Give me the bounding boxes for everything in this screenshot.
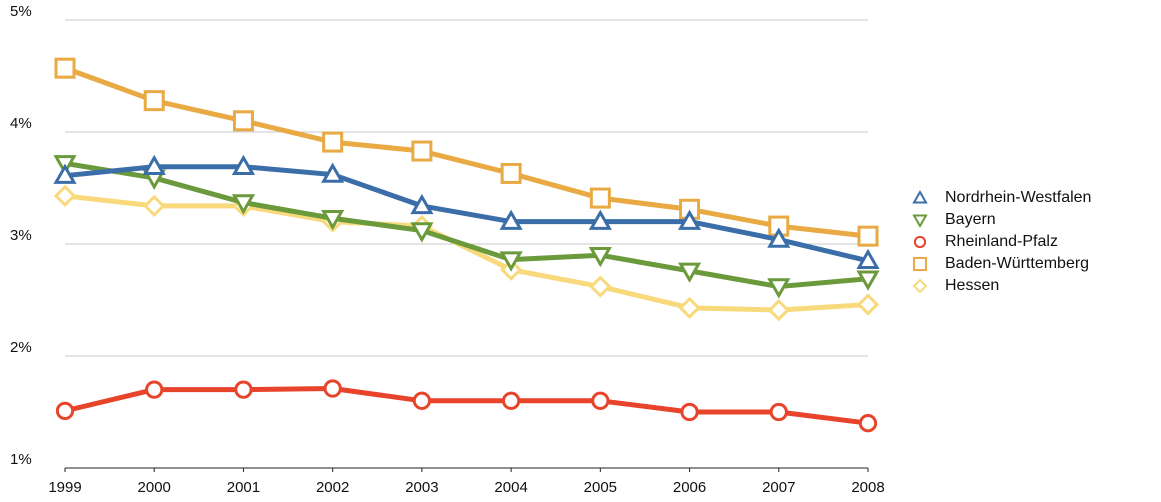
marker: [232, 110, 254, 132]
marker: [55, 401, 75, 421]
marker: [145, 380, 164, 399]
marker: [410, 193, 434, 215]
marker: [588, 246, 612, 268]
legend-marker: [913, 235, 927, 249]
marker: [322, 131, 344, 153]
marker: [231, 154, 256, 175]
legend-marker: [912, 189, 928, 204]
series-line: [64, 65, 869, 239]
series-line: [64, 385, 869, 426]
marker: [767, 298, 790, 322]
marker: [321, 162, 345, 183]
marker: [857, 225, 879, 247]
x-tick-label: 2008: [851, 479, 884, 496]
y-tick-label: 2%: [10, 339, 32, 356]
marker: [54, 57, 76, 79]
marker: [501, 391, 521, 410]
marker: [678, 296, 701, 319]
legend-marker: [912, 278, 928, 294]
legend-label: Bayern: [945, 211, 996, 228]
legend-label: Rheinland-Pfalz: [945, 233, 1058, 250]
legend-marker: [912, 214, 928, 229]
x-tick-label: 2006: [673, 479, 706, 496]
marker: [53, 163, 77, 184]
x-tick-label: 1999: [48, 479, 81, 496]
y-tick-label: 3%: [10, 227, 32, 244]
marker: [767, 278, 791, 299]
marker: [677, 209, 702, 230]
marker: [143, 90, 165, 112]
x-tick-label: 2001: [227, 479, 260, 496]
marker: [53, 184, 77, 207]
marker: [856, 248, 880, 270]
marker: [321, 209, 345, 231]
marker: [323, 379, 342, 398]
marker: [589, 275, 612, 298]
marker: [856, 270, 880, 291]
series-line: [64, 160, 869, 290]
series-line: [64, 193, 869, 313]
y-tick-label: 1%: [10, 451, 32, 468]
x-tick-label: 2003: [405, 479, 438, 496]
legend-label: Hessen: [945, 277, 999, 294]
marker: [410, 222, 434, 243]
legend-label: Baden-Württemberg: [945, 255, 1089, 272]
x-tick-label: 2004: [494, 479, 527, 496]
marker: [858, 414, 878, 433]
series-line: [64, 164, 869, 264]
marker: [591, 391, 610, 410]
marker: [588, 209, 612, 230]
x-tick-label: 2000: [138, 479, 171, 496]
marker: [680, 402, 699, 422]
marker: [589, 187, 611, 209]
legend-label: Nordrhein-Westfalen: [945, 189, 1091, 206]
marker: [142, 154, 166, 175]
marker: [499, 209, 523, 230]
legend-marker: [913, 257, 927, 271]
marker: [769, 402, 788, 422]
marker: [499, 251, 523, 272]
x-tick-label: 2005: [584, 479, 617, 496]
marker: [234, 380, 253, 399]
x-tick-label: 2007: [762, 479, 795, 496]
y-tick-label: 4%: [10, 115, 32, 132]
x-tick-label: 2002: [316, 479, 349, 496]
marker: [500, 162, 522, 184]
marker: [856, 293, 880, 316]
marker: [231, 194, 256, 215]
marker: [677, 262, 702, 283]
marker: [412, 391, 432, 410]
marker: [143, 194, 166, 218]
marker: [767, 227, 791, 248]
marker: [411, 140, 433, 162]
y-tick-label: 5%: [10, 3, 32, 20]
